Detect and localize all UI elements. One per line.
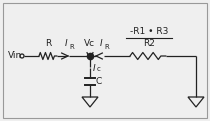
Text: I: I bbox=[93, 64, 96, 73]
Text: R: R bbox=[104, 44, 109, 50]
Text: R: R bbox=[69, 44, 74, 50]
Text: c: c bbox=[97, 66, 101, 72]
Text: I: I bbox=[64, 39, 67, 48]
Text: Vc: Vc bbox=[83, 39, 94, 48]
Text: R: R bbox=[45, 39, 51, 48]
Text: I: I bbox=[99, 39, 102, 48]
Text: Vin: Vin bbox=[8, 50, 22, 60]
Text: C: C bbox=[96, 76, 102, 86]
Text: R2: R2 bbox=[143, 39, 155, 48]
Text: -R1 • R3: -R1 • R3 bbox=[130, 27, 168, 36]
